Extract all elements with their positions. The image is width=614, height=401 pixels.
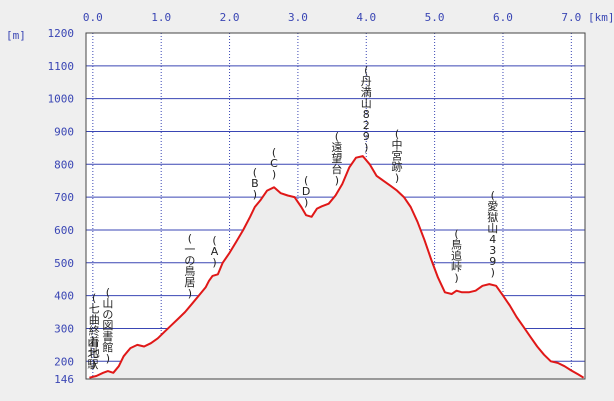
x-tick-label: 0.0 [83,11,103,24]
point-annotation: (山の図書館) [102,286,113,365]
y-tick-label: 800 [54,158,74,171]
y-tick-label: 700 [54,191,74,204]
x-tick-label: 2.0 [220,11,240,24]
y-tick-label: 1000 [48,93,75,106]
y-tick-label: 300 [54,322,74,335]
point-annotation: (D) [302,174,310,209]
point-annotation: (一の鳥居) [184,232,195,300]
x-tick-label: 6.0 [493,11,513,24]
x-tick-label: 4.0 [356,11,376,24]
point-annotation: (愛獄山 4 3 9) [487,189,498,279]
y-tick-label: 1200 [48,27,75,40]
point-annotation: (丹満山 8 2 9) [361,64,372,154]
elevation-line [89,155,585,379]
plot-frame [85,32,586,380]
y-tick-label: 600 [54,224,74,237]
y-tick-label: 500 [54,257,74,270]
x-tick-label: 5.0 [425,11,445,24]
x-tick-label: 3.0 [288,11,308,24]
point-annotation: (中宮跡) [392,127,403,184]
point-annotation: (遠望台) [331,130,342,187]
elevation-area [89,156,584,379]
x-tick-label: 1.0 [151,11,171,24]
point-annotation: 山北駅 [87,336,98,371]
point-annotation: (七曲終着地) [89,291,100,370]
point-annotation: (B) [251,166,259,201]
y-tick-label: 200 [54,355,74,368]
y-unit-label: [m] [6,29,26,42]
x-unit-label: [km] [588,11,614,24]
point-annotation: (鳥追峠) [451,228,462,285]
y-tick-label: 400 [54,290,74,303]
y-tick-label: 146 [54,373,74,386]
y-tick-label: 900 [54,125,74,138]
x-tick-label: 7.0 [561,11,581,24]
point-annotation: (C) [270,146,278,181]
y-tick-label: 1100 [48,60,75,73]
point-annotation: (A) [211,234,219,269]
